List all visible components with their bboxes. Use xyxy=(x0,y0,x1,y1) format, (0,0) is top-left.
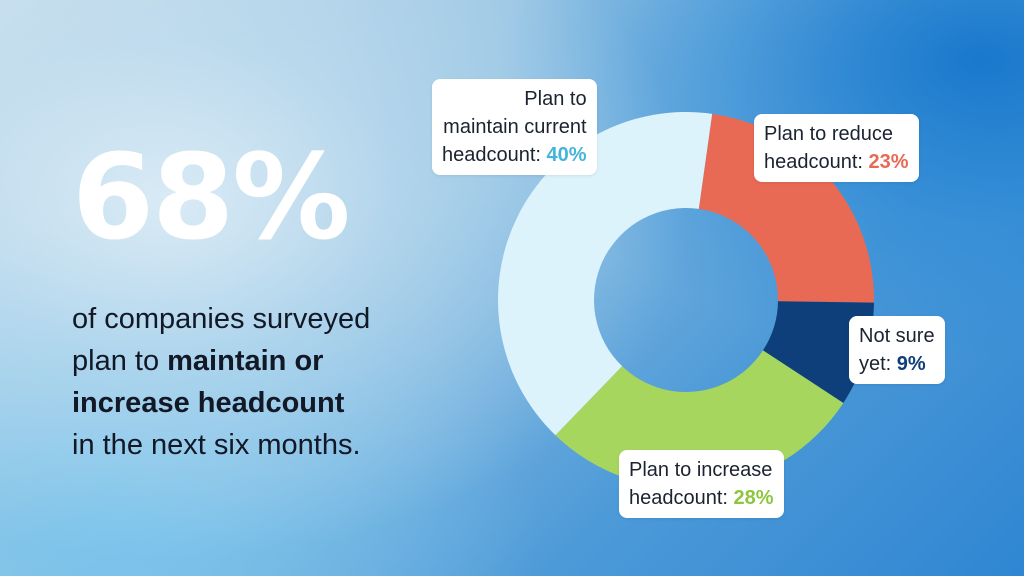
callout-reduce-line-2: headcount: 23% xyxy=(764,148,909,176)
description-line-3: increase headcount xyxy=(72,382,452,424)
callout-notsure-pct: 9% xyxy=(896,353,926,375)
headline-block: 68% of companies surveyed plan to mainta… xyxy=(72,138,452,466)
description-line-1: of companies surveyed xyxy=(72,303,371,335)
donut-slice-3 xyxy=(498,111,713,436)
callout-maintain: Plan to maintain current headcount: 40% xyxy=(432,79,597,175)
callout-increase-label: headcount: xyxy=(629,487,734,509)
headline-description: of companies surveyed plan to maintain o… xyxy=(72,298,452,466)
callout-notsure: Not sure yet: 9% xyxy=(849,316,945,384)
headline-stat: 68% xyxy=(72,128,350,266)
description-line-2-plain: plan to xyxy=(72,345,168,377)
description-line-4: in the next six months. xyxy=(72,429,361,461)
callout-maintain-line-1: Plan to xyxy=(524,88,587,110)
callout-reduce-pct: 23% xyxy=(868,151,909,173)
callout-notsure-line-2: yet: 9% xyxy=(859,350,935,378)
callout-notsure-label: yet: xyxy=(859,353,897,375)
donut-slice-0 xyxy=(698,113,874,303)
callout-increase: Plan to increase headcount: 28% xyxy=(619,450,784,518)
callout-maintain-pct: 40% xyxy=(546,144,587,166)
callout-maintain-label: headcount: xyxy=(442,144,547,166)
callout-maintain-line-3: headcount: 40% xyxy=(442,141,587,169)
callout-increase-line-1: Plan to increase xyxy=(629,459,773,481)
callout-reduce: Plan to reduce headcount: 23% xyxy=(754,114,919,182)
callout-reduce-line-1: Plan to reduce xyxy=(764,123,893,145)
description-line-3-bold: increase headcount xyxy=(72,387,345,419)
callout-reduce-label: headcount: xyxy=(764,151,869,173)
callout-maintain-line-2: maintain current xyxy=(443,116,587,138)
callout-notsure-line-1: Not sure xyxy=(859,325,935,347)
donut-slice-1 xyxy=(762,301,874,403)
callout-increase-pct: 28% xyxy=(733,487,774,509)
description-line-2: plan to maintain or xyxy=(72,340,452,382)
callout-increase-line-2: headcount: 28% xyxy=(629,484,774,512)
description-line-2-bold: maintain or xyxy=(167,345,324,377)
